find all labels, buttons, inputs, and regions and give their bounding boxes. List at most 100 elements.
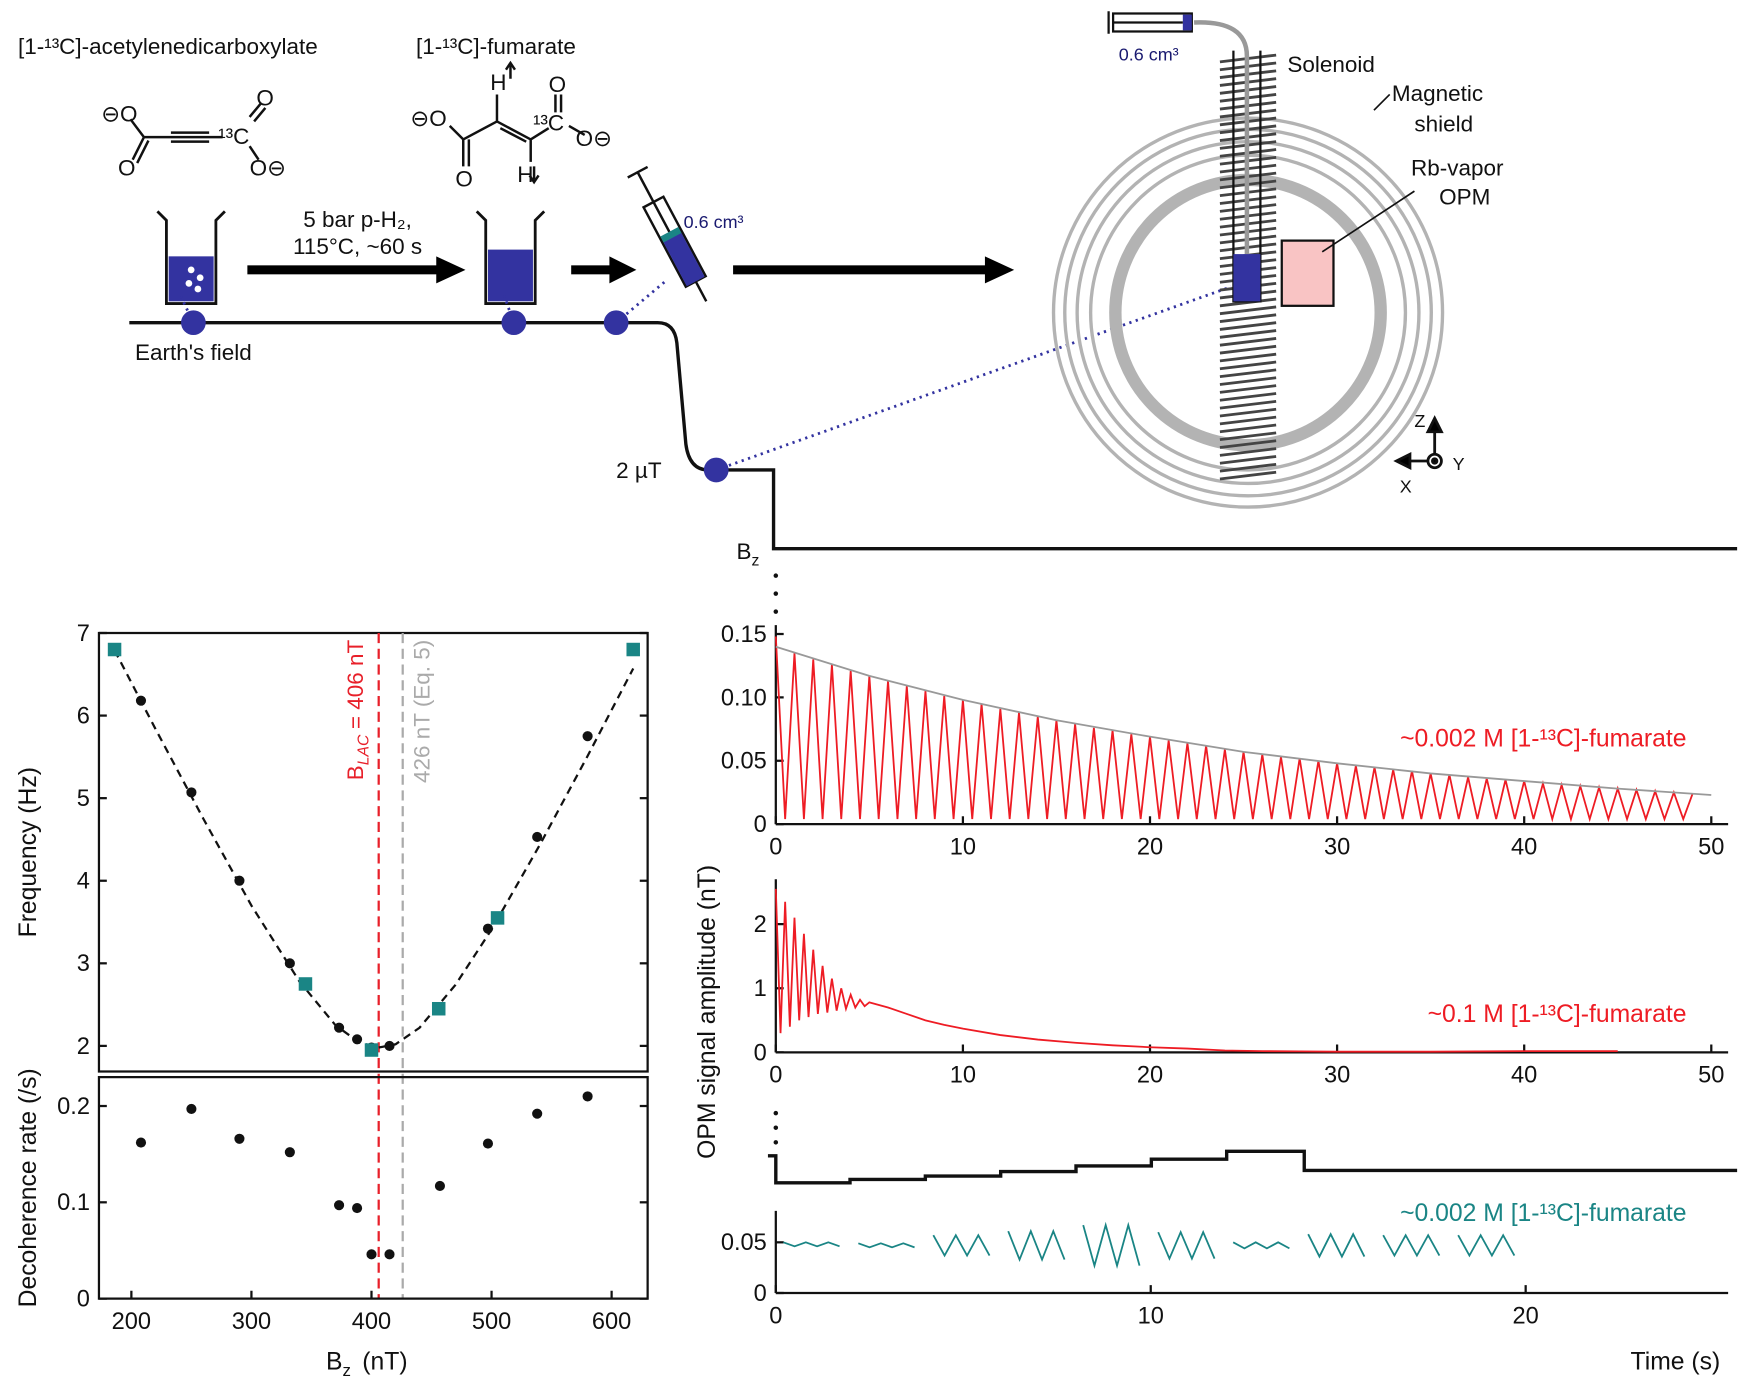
opm-cell: [1280, 239, 1335, 307]
y-tick-label: 4: [77, 869, 90, 895]
solenoid: [1219, 53, 1277, 481]
winding: [1219, 415, 1277, 426]
y-tick-label: 0: [77, 1286, 90, 1312]
marker: [352, 1034, 363, 1045]
marker: [366, 1249, 377, 1260]
y-tick-label: 0: [754, 1281, 767, 1307]
label-sub: z: [343, 1361, 351, 1380]
axis-z: Z: [1414, 411, 1425, 431]
winding: [1219, 462, 1277, 473]
liquid: [487, 249, 533, 302]
y-axis-label: Frequency (Hz): [15, 767, 42, 937]
y-tick-label: 0.05: [721, 1230, 767, 1256]
series-line: [774, 888, 1618, 1053]
shield-label: Magnetic: [1392, 81, 1483, 106]
axis-x: X: [1400, 476, 1412, 496]
winding: [1219, 321, 1277, 331]
x-tick-label: 20: [1513, 1303, 1539, 1329]
marker: [234, 1133, 245, 1144]
y-tick-label: 7: [77, 621, 90, 647]
winding: [1219, 447, 1277, 457]
x-tick-label: 0: [769, 834, 782, 860]
bubbles: [185, 266, 204, 293]
marker: [284, 1147, 295, 1158]
atom: O⊖: [250, 155, 286, 180]
atom: ¹³C: [218, 124, 249, 149]
x-tick-label: 10: [950, 834, 976, 860]
axes-icon: [1393, 415, 1444, 471]
marker: [298, 977, 313, 991]
x-axis-label: Time (s): [1631, 1348, 1721, 1375]
y-tick-label: 0.2: [57, 1094, 90, 1120]
marker: [234, 875, 245, 886]
sub: z: [751, 553, 759, 570]
b: B: [736, 539, 751, 564]
winding: [1219, 431, 1277, 442]
winding: [1219, 344, 1277, 355]
marker: [384, 1040, 395, 1051]
tube: [1193, 20, 1250, 259]
y-tick-label: 0.05: [721, 749, 767, 775]
atom: H: [517, 162, 533, 187]
marker: [626, 642, 640, 657]
marker: [352, 1203, 363, 1214]
annotation: ~0.002 M [1-¹³C]-fumarate: [1400, 1200, 1686, 1227]
marker: [364, 1043, 379, 1057]
atom: O⊖: [576, 126, 612, 151]
x-tick-label: 50: [1698, 1063, 1724, 1089]
atom: ⊖O: [101, 101, 137, 126]
marker: [135, 1137, 147, 1148]
x-tick-label: 300: [232, 1309, 271, 1335]
marker: [284, 958, 295, 969]
marker: [532, 1108, 543, 1119]
x-tick-label: 40: [1511, 1063, 1537, 1089]
x-tick-label: 20: [1137, 1063, 1163, 1089]
marker: [384, 1249, 395, 1260]
low-field-label: 2 µT: [616, 458, 662, 483]
marker: [434, 1180, 445, 1192]
y-axis-label: Decoherence rate (/s): [15, 1068, 42, 1307]
winding: [1219, 337, 1277, 347]
volume-label: 0.6 cm³: [684, 212, 744, 232]
annotation: ~0.1 M [1-¹³C]-fumarate: [1428, 1001, 1687, 1028]
shield-label: shield: [1414, 112, 1473, 137]
y-tick-label: 3: [77, 951, 90, 977]
label-text: = 406 nT: [343, 639, 368, 729]
ellipsis: [773, 573, 779, 1145]
label-main: B: [343, 765, 368, 780]
liquid: [168, 256, 214, 302]
annotation: ~0.002 M [1-¹³C]-fumarate: [1400, 726, 1686, 753]
atom: O: [549, 72, 566, 97]
y-tick-label: 0.1: [57, 1190, 90, 1216]
axis-y: Y: [1453, 454, 1465, 474]
atom: O: [256, 86, 273, 111]
beaker: [156, 210, 226, 305]
y-tick-label: 1: [754, 976, 767, 1002]
x-tick-label: 30: [1324, 1063, 1350, 1089]
winding: [1219, 329, 1277, 339]
frame: [97, 1075, 649, 1300]
syringe: [627, 165, 708, 302]
frame: [97, 631, 649, 1073]
atom: ¹³C: [533, 110, 564, 135]
x-tick-label: 600: [592, 1309, 631, 1335]
x-tick-label: 0: [769, 1063, 782, 1089]
winding: [1219, 399, 1277, 410]
y-tick-label: 0: [754, 812, 767, 838]
label-sub: LAC: [356, 734, 373, 765]
series-line: [113, 649, 635, 1049]
sample: [1233, 254, 1261, 302]
atom: O: [455, 167, 472, 192]
y-tick-label: 6: [77, 703, 90, 729]
series-line: [774, 636, 1694, 823]
marker: [532, 831, 543, 843]
marker: [582, 731, 593, 742]
winding: [1219, 352, 1277, 363]
label-text: (nT): [362, 1348, 407, 1375]
y-tick-label: 0.10: [721, 685, 767, 711]
marker: [490, 911, 505, 925]
reference-label: 426 nT (Eq. 5): [410, 640, 435, 783]
beaker: [475, 210, 546, 305]
points: [181, 310, 729, 483]
label-main: B: [326, 1348, 343, 1375]
